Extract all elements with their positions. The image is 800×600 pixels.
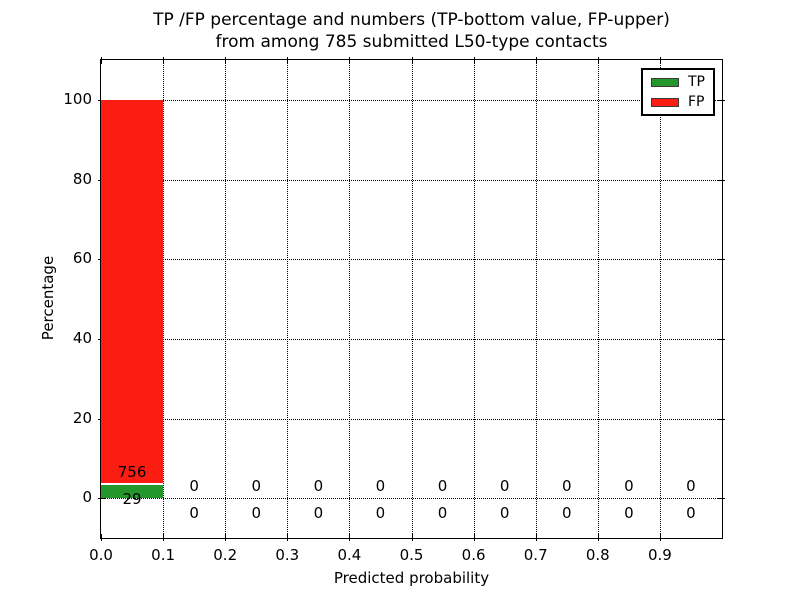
x-tick-mark-top [163, 57, 165, 64]
tp-count-label-bin9: 0 [686, 504, 696, 523]
gridline-x-0.5 [411, 60, 413, 538]
x-tick-mark-bottom [101, 534, 102, 541]
legend-label-fp: FP [688, 94, 705, 110]
y-tick-label-20: 20 [72, 408, 92, 427]
bar-tp-bin0 [101, 483, 164, 499]
y-tick-mark-right [718, 99, 725, 101]
x-tick-mark-top [597, 57, 599, 64]
chart-title: TP /FP percentage and numbers (TP-bottom… [100, 9, 723, 53]
gridline-x-0.2 [225, 60, 227, 538]
x-tick-mark-top [287, 57, 289, 64]
x-tick-mark-bottom [659, 534, 661, 541]
x-tick-label-0.3: 0.3 [275, 546, 300, 564]
y-axis-label: Percentage [39, 255, 57, 341]
legend-item-tp: TP [651, 75, 705, 89]
x-tick-label-0.6: 0.6 [461, 546, 486, 564]
gridline-x-0.4 [349, 60, 351, 538]
fp-count-label-bin3: 0 [313, 477, 324, 496]
y-tick-mark-right [718, 179, 725, 181]
tp-count-label-bin5: 0 [437, 504, 448, 523]
y-tick-label-80: 80 [72, 169, 92, 188]
fp-count-label-bin2: 0 [251, 477, 262, 496]
gridline-x-0.3 [287, 60, 289, 538]
x-tick-mark-bottom [411, 534, 413, 541]
x-tick-label-0.8: 0.8 [585, 546, 610, 564]
fp-count-label-bin6: 0 [499, 477, 510, 496]
x-tick-mark-bottom [225, 534, 227, 541]
gridline-x-0.6 [473, 60, 475, 538]
x-tick-mark-top [473, 57, 475, 64]
y-tick-mark-right [718, 418, 725, 420]
x-tick-mark-bottom [287, 534, 289, 541]
x-tick-label-0.2: 0.2 [213, 546, 238, 564]
legend-swatch-tp-icon [651, 77, 679, 87]
gridline-x-0.9 [659, 60, 661, 538]
x-tick-label-0.0: 0.0 [89, 546, 113, 564]
y-tick-label-100: 100 [63, 89, 92, 108]
y-tick-label-40: 40 [72, 328, 92, 347]
y-tick-mark-right [718, 259, 725, 261]
legend-label-tp: TP [688, 74, 705, 90]
fp-count-label-bin7: 0 [561, 477, 572, 496]
chart-title-line2: from among 785 submitted L50-type contac… [215, 32, 608, 52]
x-tick-mark-top [659, 57, 661, 64]
x-tick-mark-bottom [349, 534, 351, 541]
x-tick-label-0.9: 0.9 [647, 546, 672, 564]
x-tick-label-0.4: 0.4 [337, 546, 362, 564]
x-tick-mark-top [535, 57, 537, 64]
tp-count-label-bin7: 0 [561, 504, 572, 523]
y-tick-label-0: 0 [82, 488, 92, 507]
gridline-x-0.7 [535, 60, 537, 538]
y-tick-mark-right [718, 498, 725, 500]
fp-count-label-bin0: 756 [117, 462, 147, 481]
x-tick-mark-bottom [163, 534, 165, 541]
fp-count-label-bin9: 0 [686, 477, 696, 496]
fp-count-label-bin1: 0 [189, 477, 199, 496]
tp-count-label-bin0: 29 [122, 489, 142, 508]
fp-count-label-bin5: 0 [437, 477, 448, 496]
chart-title-line1: TP /FP percentage and numbers (TP-bottom… [153, 10, 670, 30]
x-tick-label-0.5: 0.5 [399, 546, 424, 564]
tp-count-label-bin3: 0 [313, 504, 324, 523]
x-tick-mark-bottom [597, 534, 599, 541]
x-tick-mark-top [101, 57, 102, 64]
y-tick-mark-right [718, 338, 725, 340]
tp-count-label-bin2: 0 [251, 504, 262, 523]
tp-count-label-bin1: 0 [189, 504, 199, 523]
y-tick-mark-left [98, 498, 105, 500]
y-tick-label-60: 60 [72, 249, 92, 268]
gridline-x-0.8 [597, 60, 599, 538]
fp-count-label-bin8: 0 [624, 477, 634, 496]
legend-item-fp: FP [651, 95, 705, 109]
tp-count-label-bin8: 0 [624, 504, 634, 523]
fp-count-label-bin4: 0 [375, 477, 386, 496]
legend: TP FP [641, 68, 715, 116]
x-tick-mark-top [411, 57, 413, 64]
gridline-x-0.1 [163, 60, 165, 538]
x-tick-mark-bottom [473, 534, 475, 541]
x-axis-label: Predicted probability [333, 569, 490, 587]
tp-count-label-bin6: 0 [499, 504, 510, 523]
legend-swatch-fp-icon [651, 97, 679, 107]
bar-fp-bin0 [101, 99, 164, 484]
x-tick-label-0.7: 0.7 [523, 546, 548, 564]
x-tick-mark-top [225, 57, 227, 64]
x-tick-mark-top [349, 57, 351, 64]
tp-count-label-bin4: 0 [375, 504, 386, 523]
x-tick-mark-bottom [535, 534, 537, 541]
plot-area: TP FP 756 29 0 0 0 0 0 0 0 0 0 0 0 0 0 0 0 0 0 0 [98, 57, 725, 541]
x-tick-label-0.1: 0.1 [151, 546, 176, 564]
